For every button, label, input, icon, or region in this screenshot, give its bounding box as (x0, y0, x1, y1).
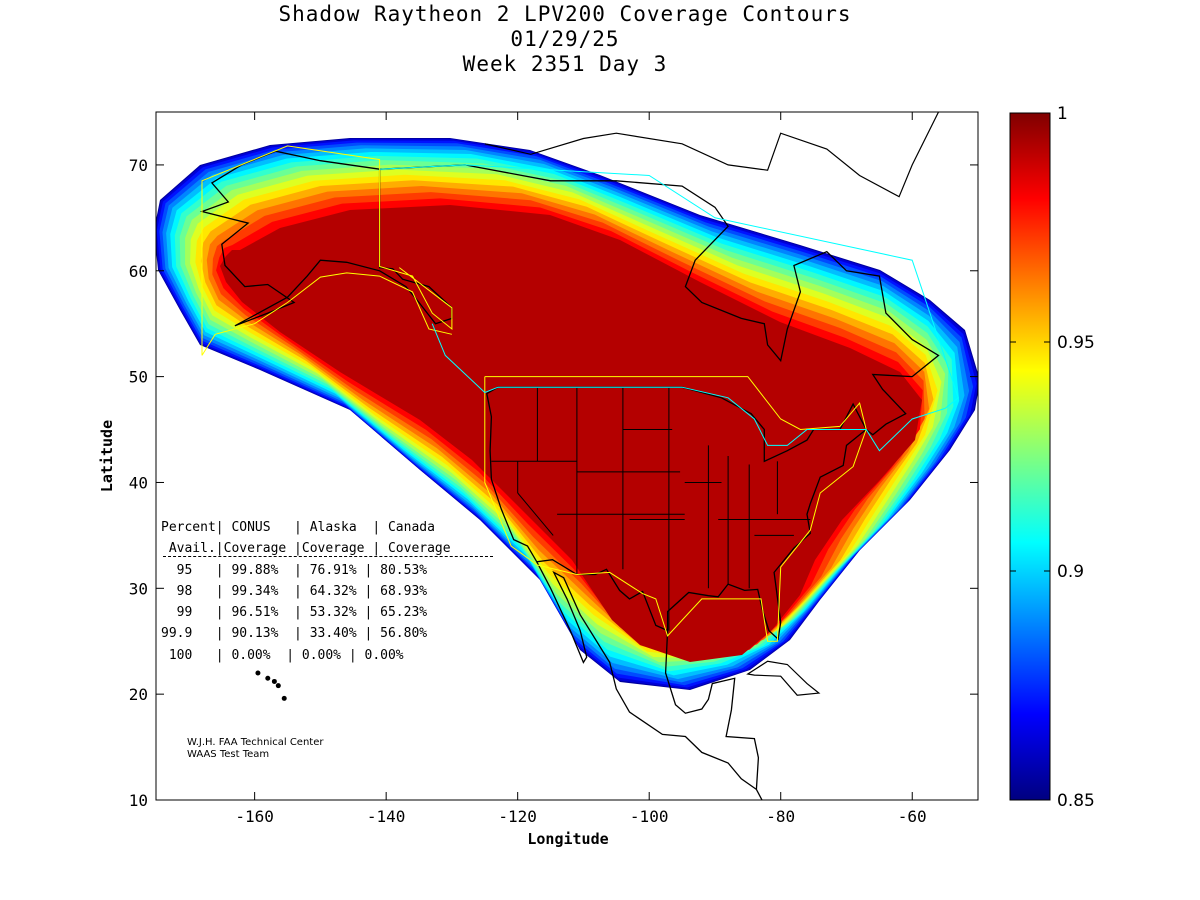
arctic-coastline (484, 112, 940, 198)
colorbar-tick-label: 0.85 (1057, 791, 1095, 811)
mexico-coastline (536, 561, 763, 800)
table-row: 95 | 99.88% | 76.91% | 80.53% (161, 562, 428, 578)
alaska-service-boundary (201, 145, 453, 356)
hawaii-island (275, 683, 281, 689)
state-border (517, 492, 554, 536)
canada-coastline (379, 164, 940, 436)
colorbar-ticks: 1 0.95 0.9 0.85 (1010, 104, 1095, 811)
colorbar-tick-label: 0.9 (1057, 562, 1084, 582)
x-tick-label: -100 (630, 807, 669, 826)
y-tick-label: 10 (129, 791, 148, 810)
plot-frame (155, 111, 979, 801)
x-tick-label: -80 (766, 807, 795, 826)
table-separator (163, 556, 493, 557)
canada-service-boundary (379, 164, 959, 452)
table-row: 98 | 99.34% | 64.32% | 68.93% (161, 583, 428, 599)
table-header-1: Percent| CONUS | Alaska | Canada (161, 520, 435, 535)
y-axis-label: Latitude (98, 420, 116, 492)
conus-service-boundary (484, 376, 867, 642)
hawaii-island (271, 678, 277, 684)
table-header-2: Avail.|Coverage |Coverage | Coverage (161, 541, 451, 557)
alaska-service-boundary-south (201, 272, 453, 356)
y-tick-label: 30 (129, 579, 148, 598)
axis-ticks: -160 -140 -120 -100 -80 -60 10 20 30 40 50 60 70 (129, 112, 978, 826)
chart-week-day: Week 2351 Day 3 (462, 52, 668, 76)
hawaii-island (265, 675, 271, 681)
coverage-contours (156, 138, 978, 690)
table-row: 99 | 96.51% | 53.32% | 65.23% (161, 605, 428, 621)
chart-date: 01/29/25 (510, 27, 620, 51)
cuba-coastline (746, 660, 821, 696)
credit: W.J.H. FAA Technical Center WAAS Test Tea… (187, 737, 323, 761)
credit-line-2: WAAS Test Team (187, 749, 270, 760)
x-tick-label: -140 (367, 807, 406, 826)
y-tick-label: 20 (129, 685, 148, 704)
gulf-coastline (664, 630, 760, 790)
y-tick-label: 40 (129, 473, 148, 492)
chart-title: Shadow Raytheon 2 LPV200 Coverage Contou… (278, 2, 852, 26)
coverage-table: Percent| CONUS | Alaska | Canada Avail.|… (161, 517, 451, 666)
x-tick-label: -120 (498, 807, 537, 826)
x-tick-label: -60 (898, 807, 927, 826)
hawaii-island (281, 695, 287, 701)
y-tick-label: 50 (129, 368, 148, 387)
y-tick-label: 60 (129, 262, 148, 281)
coastlines-borders (199, 112, 959, 800)
table-row: 99.9 | 90.13% | 33.40% | 56.80% (161, 626, 428, 642)
y-tick-label: 70 (129, 156, 148, 175)
credit-line-1: W.J.H. FAA Technical Center (187, 737, 324, 748)
hawaii-island (255, 670, 261, 676)
table-row: 100 | 0.00% | 0.00% | 0.00% (161, 647, 404, 663)
x-tick-label: -160 (235, 807, 274, 826)
x-axis-label: Longitude (527, 830, 608, 848)
colorbar-tick-label: 1 (1057, 104, 1068, 124)
colorbar (1009, 112, 1051, 801)
colorbar-tick-label: 0.95 (1057, 333, 1095, 353)
